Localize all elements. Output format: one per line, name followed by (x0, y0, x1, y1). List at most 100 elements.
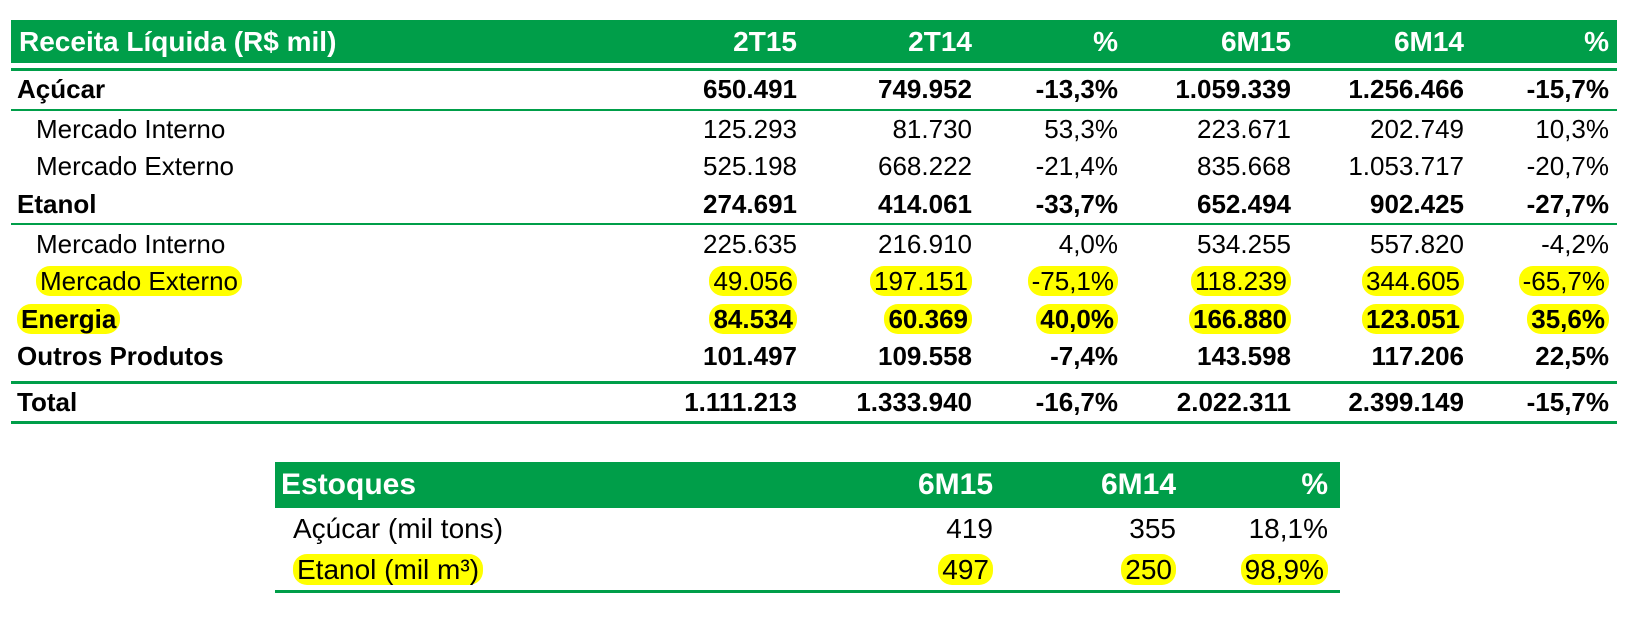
cell: -21,4% (1035, 151, 1118, 182)
cell: 344.605 (1291, 266, 1464, 297)
table-row: Energia 84.534 60.369 40,0% 166.880 123.… (11, 301, 1617, 339)
cell: 125.293 (703, 113, 797, 144)
row-label: Mercado Interno (36, 228, 226, 259)
cell: 250 (993, 553, 1176, 586)
table-row: Mercado Externo 525.198 668.222 -21,4% 8… (11, 148, 1617, 186)
row-label: Mercado Externo (11, 266, 627, 297)
row-label: Etanol (mil m³) (275, 553, 788, 586)
row-label: Outros Produtos (17, 341, 224, 372)
row-label: Total (17, 387, 78, 418)
row-label: Mercado Externo (36, 151, 234, 182)
cell: 668.222 (878, 151, 972, 182)
row-label: Mercado Interno (36, 113, 226, 144)
table-row: Açúcar (mil tons) 419 355 18,1% (275, 508, 1340, 549)
divider (11, 223, 1617, 226)
cell: 35,6% (1464, 303, 1617, 335)
cell: 225.635 (703, 228, 797, 259)
cell: 123.051 (1291, 303, 1464, 335)
header-6m15: 6M15 (1220, 25, 1291, 57)
cell: 10,3% (1535, 113, 1609, 144)
header-label: Receita Líquida (R$ mil) (19, 25, 337, 57)
cell: -65,7% (1464, 266, 1617, 297)
row-label: Etanol (17, 189, 97, 220)
cell: 650.491 (703, 74, 797, 105)
cell: 109.558 (878, 341, 972, 372)
cell: 18,1% (1248, 512, 1328, 544)
cell: 4,0% (1058, 228, 1118, 259)
row-label: Açúcar (mil tons) (293, 512, 504, 544)
cell: 22,5% (1535, 341, 1609, 372)
divider (11, 380, 1617, 384)
cell: -33,7% (1035, 189, 1118, 220)
table-row: Etanol (mil m³) 497 250 98,9% (275, 549, 1340, 590)
table-row: Mercado Interno 125.293 81.730 53,3% 223… (11, 111, 1617, 149)
header-pct-semester: % (1584, 25, 1609, 57)
table-row: Açúcar 650.491 749.952 -13,3% 1.059.339 … (11, 71, 1617, 109)
cell: 118.239 (1118, 266, 1291, 297)
cell: -20,7% (1526, 151, 1609, 182)
cell: -13,3% (1035, 74, 1118, 105)
header-6m14: 6M14 (1393, 25, 1464, 57)
cell: 143.598 (1197, 341, 1291, 372)
cell: 117.206 (1371, 341, 1464, 372)
inventory-header-row: Estoques 6M15 6M14 % (275, 462, 1340, 508)
cell: 902.425 (1370, 189, 1464, 220)
cell: 202.749 (1370, 113, 1464, 144)
cell: 1.111.213 (684, 387, 797, 418)
cell: 652.494 (1197, 189, 1291, 220)
cell: 534.255 (1197, 228, 1291, 259)
cell: -27,7% (1526, 189, 1609, 220)
cell: 525.198 (703, 151, 797, 182)
cell: 98,9% (1176, 553, 1340, 586)
cell: -16,7% (1035, 387, 1118, 418)
header-2t15: 2T15 (733, 25, 797, 57)
cell: 101.497 (703, 341, 797, 372)
cell: 2.022.311 (1176, 387, 1291, 418)
table-row: Etanol 274.691 414.061 -33,7% 652.494 90… (11, 186, 1617, 224)
revenue-table: Receita Líquida (R$ mil) 2T15 2T14 % 6M1… (11, 20, 1617, 425)
cell: 166.880 (1118, 303, 1291, 335)
header-pct-quarter: % (1093, 25, 1118, 57)
cell: 81.730 (892, 113, 972, 144)
cell: -15,7% (1526, 74, 1609, 105)
cell: 274.691 (703, 189, 797, 220)
cell: 40,0% (972, 303, 1118, 335)
cell: 49.056 (627, 266, 797, 297)
divider (11, 421, 1617, 425)
cell: 84.534 (627, 303, 797, 335)
cell: 223.671 (1197, 113, 1291, 144)
inventory-table: Estoques 6M15 6M14 % Açúcar (mil tons) 4… (275, 462, 1340, 593)
table-row: Outros Produtos 101.497 109.558 -7,4% 14… (11, 338, 1617, 376)
cell: 749.952 (878, 74, 972, 105)
cell: 1.333.940 (856, 387, 972, 418)
header-6m14: 6M14 (1100, 468, 1176, 501)
cell: 1.059.339 (1175, 74, 1291, 105)
cell: 419 (946, 512, 993, 544)
header-pct: % (1301, 468, 1328, 501)
cell: 414.061 (878, 189, 972, 220)
revenue-header-row: Receita Líquida (R$ mil) 2T15 2T14 % 6M1… (11, 20, 1617, 63)
cell: 2.399.149 (1348, 387, 1464, 418)
header-2t14: 2T14 (908, 25, 972, 57)
header-6m15: 6M15 (917, 468, 993, 501)
row-label: Açúcar (17, 74, 106, 105)
cell: 60.369 (797, 303, 972, 335)
cell: -7,4% (1050, 341, 1118, 372)
cell: 835.668 (1197, 151, 1291, 182)
cell: 557.820 (1370, 228, 1464, 259)
header-label: Estoques (281, 468, 417, 501)
cell: 53,3% (1044, 113, 1118, 144)
table-row: Mercado Interno 225.635 216.910 4,0% 534… (11, 225, 1617, 263)
table-row: Mercado Externo 49.056 197.151 -75,1% 11… (11, 263, 1617, 301)
cell: -15,7% (1526, 387, 1609, 418)
cell: 1.053.717 (1348, 151, 1464, 182)
cell: 497 (788, 553, 993, 586)
cell: 355 (1129, 512, 1176, 544)
cell: -4,2% (1541, 228, 1609, 259)
divider (11, 68, 1617, 71)
cell: 1.256.466 (1348, 74, 1464, 105)
cell: 216.910 (878, 228, 972, 259)
total-row: Total 1.111.213 1.333.940 -16,7% 2.022.3… (11, 384, 1617, 422)
cell: -75,1% (972, 266, 1118, 297)
cell: 197.151 (797, 266, 972, 297)
